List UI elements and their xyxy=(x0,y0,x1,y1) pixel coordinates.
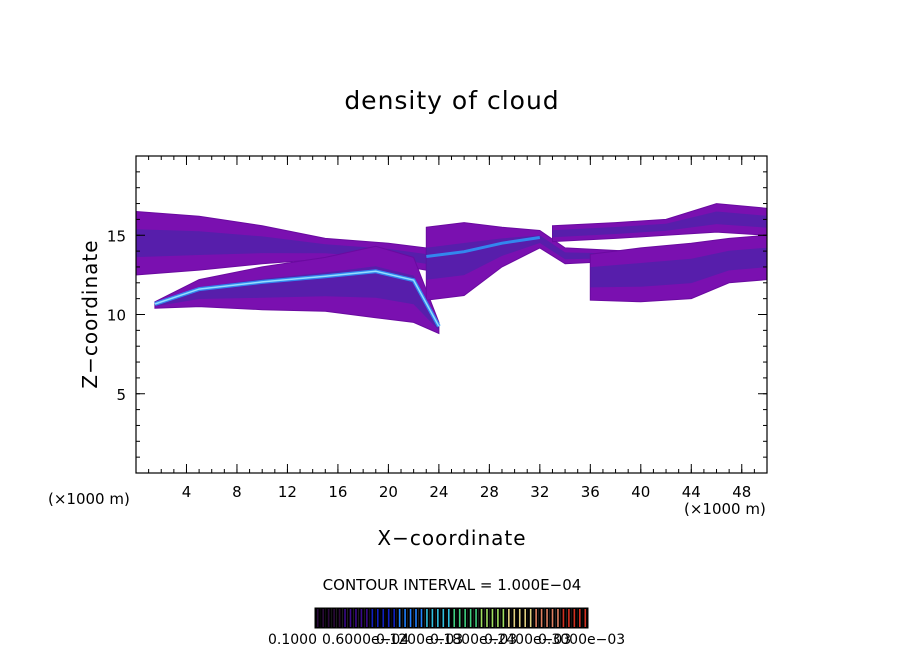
colorbar xyxy=(314,607,589,629)
x-tick-label: 8 xyxy=(232,483,242,501)
cloud-core-4 xyxy=(590,247,767,288)
x-tick-label: 32 xyxy=(530,483,549,501)
x-tick-label: 12 xyxy=(278,483,297,501)
y-tick-label: 5 xyxy=(116,386,126,404)
x-tick-label: 40 xyxy=(631,483,650,501)
colorbar-tick-label: 0.1000 xyxy=(268,632,317,648)
x-tick-label: 48 xyxy=(732,483,751,501)
colorbar-frame xyxy=(314,607,589,629)
chart-title: density of cloud xyxy=(344,86,560,115)
colorbar-tick-labels: 0.1000 0.6000e−04 0.1200e−03 0.1800e−03 0.24… xyxy=(268,632,648,652)
colorbar-tick-label: 0.3000e−03 xyxy=(538,632,626,648)
colorbar-tick-label: 0.1800e−03 xyxy=(430,632,518,648)
colorbar-tick-label: 0.1200e−03 xyxy=(376,632,464,648)
dense-streak-band-core xyxy=(154,270,440,327)
contour-interval-label: CONTOUR INTERVAL = 1.000E−04 xyxy=(322,576,582,594)
x-unit-left: (×1000 m) xyxy=(48,490,130,508)
y-axis-label: Z−coordinate xyxy=(78,239,102,389)
x-unit-right: (×1000 m) xyxy=(684,500,766,518)
y-tick-label: 15 xyxy=(107,227,126,245)
x-tick-label: 44 xyxy=(682,483,701,501)
colorbar-tick-label: 0.2400e−03 xyxy=(484,632,572,648)
x-tick-label: 28 xyxy=(480,483,499,501)
y-tick-label: 10 xyxy=(107,307,126,325)
cloud-core-1 xyxy=(154,266,439,331)
x-tick-label: 36 xyxy=(581,483,600,501)
x-axis-label: X−coordinate xyxy=(377,526,527,550)
plot-frame xyxy=(135,155,768,474)
cloud-core-3 xyxy=(552,211,767,238)
x-tick-label: 24 xyxy=(429,483,448,501)
x-tick-label: 16 xyxy=(328,483,347,501)
colorbar-tick-label: 0.6000e−04 xyxy=(322,632,410,648)
plot-area xyxy=(135,203,768,335)
cloud-core-2 xyxy=(426,235,629,280)
x-tick-label: 4 xyxy=(182,483,192,501)
x-tick-label: 20 xyxy=(379,483,398,501)
dense-streak-mid xyxy=(426,236,541,258)
